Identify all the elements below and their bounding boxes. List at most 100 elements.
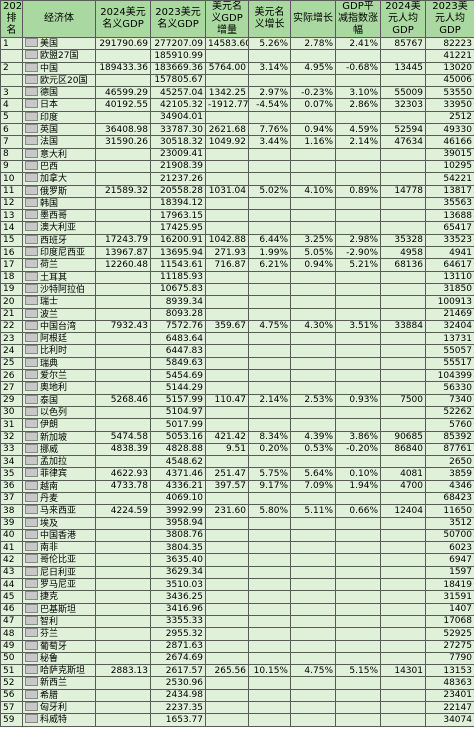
cell-text: 5.02%	[259, 186, 288, 197]
name-cell: 希腊	[22, 688, 96, 703]
cell-text: 4.95%	[304, 63, 333, 74]
cell-text: 越南	[40, 481, 59, 492]
cell-text: 欧元区20国	[40, 75, 88, 86]
cell-text: 6	[3, 124, 9, 135]
value-cell: 9.51	[205, 442, 249, 457]
value-cell	[290, 73, 336, 88]
value-cell: 52262	[425, 405, 474, 420]
cell-text: 24	[3, 345, 15, 356]
flag-icon	[25, 296, 38, 306]
table-row: 38 马来西亚 4224.59 3992.99 231.60 5.80% 5.11% 0.66…	[0, 504, 474, 518]
value-cell	[248, 627, 291, 641]
cell-text: 13688	[443, 210, 472, 221]
cell-text: 1.94%	[349, 481, 378, 492]
column-header: 2024美元名义GDP	[95, 0, 151, 38]
value-cell: 5144.29	[150, 381, 206, 395]
cell-text: 43	[3, 567, 15, 578]
cell-text: 2.14%	[349, 136, 378, 147]
value-cell: 8093.28	[150, 307, 206, 321]
value-cell	[205, 701, 249, 715]
value-cell	[380, 159, 426, 174]
value-cell	[205, 627, 249, 641]
value-cell	[335, 209, 381, 223]
value-cell	[205, 381, 249, 395]
cell-text: 23	[3, 333, 15, 344]
value-cell: 3.14%	[248, 61, 291, 75]
cell-text: 4081	[400, 468, 423, 479]
value-cell: 4622.93	[95, 467, 151, 481]
value-cell: 13731	[425, 332, 474, 346]
column-header: GDP平减指数涨幅	[335, 0, 381, 38]
table-row: 59 科威特 1653.77 34074	[0, 713, 474, 727]
flag-icon	[25, 198, 38, 207]
cell-text: 2.98%	[349, 235, 378, 246]
rank-cell: 31	[0, 418, 23, 432]
value-cell: 4700	[380, 479, 426, 493]
cell-text: 8939.34	[165, 296, 203, 307]
cell-text: 42105.32	[160, 99, 203, 110]
cell-text: 34	[3, 456, 15, 467]
value-cell	[335, 295, 381, 309]
value-cell: 85392	[425, 430, 474, 444]
value-cell	[335, 688, 381, 703]
cell-text: 82223	[443, 38, 472, 49]
value-cell: 85767	[380, 36, 426, 51]
value-cell: 3.86%	[335, 430, 381, 444]
name-cell: 尼日利亚	[22, 565, 96, 580]
table-row: 43 尼日利亚 3629.34 1597	[0, 565, 474, 580]
value-cell	[95, 405, 151, 420]
value-cell	[335, 565, 381, 580]
value-cell: 2.14%	[248, 393, 291, 407]
value-cell	[290, 713, 336, 727]
cell-text: 56	[3, 690, 15, 701]
cell-text: 6947	[449, 554, 472, 565]
header-row: 2023排名经济体2024美元名义GDP2023美元名义GDP美元名义GDP增量…	[0, 0, 474, 38]
cell-text: 68136	[394, 259, 423, 270]
flag-icon	[25, 321, 38, 330]
value-cell	[335, 590, 381, 604]
cell-text: 52594	[394, 124, 423, 135]
rank-cell: 52	[0, 676, 23, 690]
cell-text: 55057	[443, 345, 472, 356]
value-cell: 2883.13	[95, 664, 151, 678]
value-cell: 4371.46	[150, 467, 206, 481]
cell-text: 20	[3, 296, 15, 307]
cell-text: 0.20%	[259, 444, 288, 455]
table-row: 31 伊朗 5017.99 5760	[0, 418, 474, 432]
cell-text: 4.75%	[304, 665, 333, 676]
cell-text: 中国香港	[40, 530, 77, 541]
value-cell: 9.17%	[248, 479, 291, 493]
value-cell	[380, 528, 426, 543]
cell-text: 33884	[394, 321, 423, 332]
rank-cell: 6	[0, 123, 23, 137]
cell-text: 11543.61	[160, 259, 203, 270]
name-cell: 罗马尼亚	[22, 578, 96, 592]
value-cell	[95, 332, 151, 346]
cell-text: 32404	[443, 321, 472, 332]
cell-text: 6447.83	[165, 345, 203, 356]
cell-text: 3.86%	[349, 432, 378, 442]
cell-text: 4.10%	[304, 186, 333, 197]
value-cell	[95, 491, 151, 506]
value-cell: 34074	[425, 713, 474, 727]
cell-text: 7572.76	[165, 321, 203, 332]
value-cell	[248, 553, 291, 567]
cell-text: 277207.09	[154, 38, 203, 49]
value-cell: 13967.87	[95, 246, 151, 260]
value-cell	[205, 405, 249, 420]
cell-text: 13731	[443, 333, 472, 344]
value-cell	[95, 49, 151, 63]
name-cell: 法国	[22, 135, 96, 149]
cell-text: 15	[3, 235, 15, 246]
value-cell: 3635.40	[150, 553, 206, 567]
cell-text: 90685	[394, 432, 423, 442]
cell-text: 104399	[437, 370, 472, 381]
cell-text: -0.68%	[346, 63, 378, 74]
cell-text: 40	[3, 530, 15, 541]
value-cell: 13020	[425, 61, 474, 75]
value-cell	[95, 541, 151, 555]
value-cell	[290, 356, 336, 371]
cell-text: 2621.68	[208, 124, 246, 135]
rank-cell: 1	[0, 36, 23, 51]
value-cell: 31590.26	[95, 135, 151, 149]
